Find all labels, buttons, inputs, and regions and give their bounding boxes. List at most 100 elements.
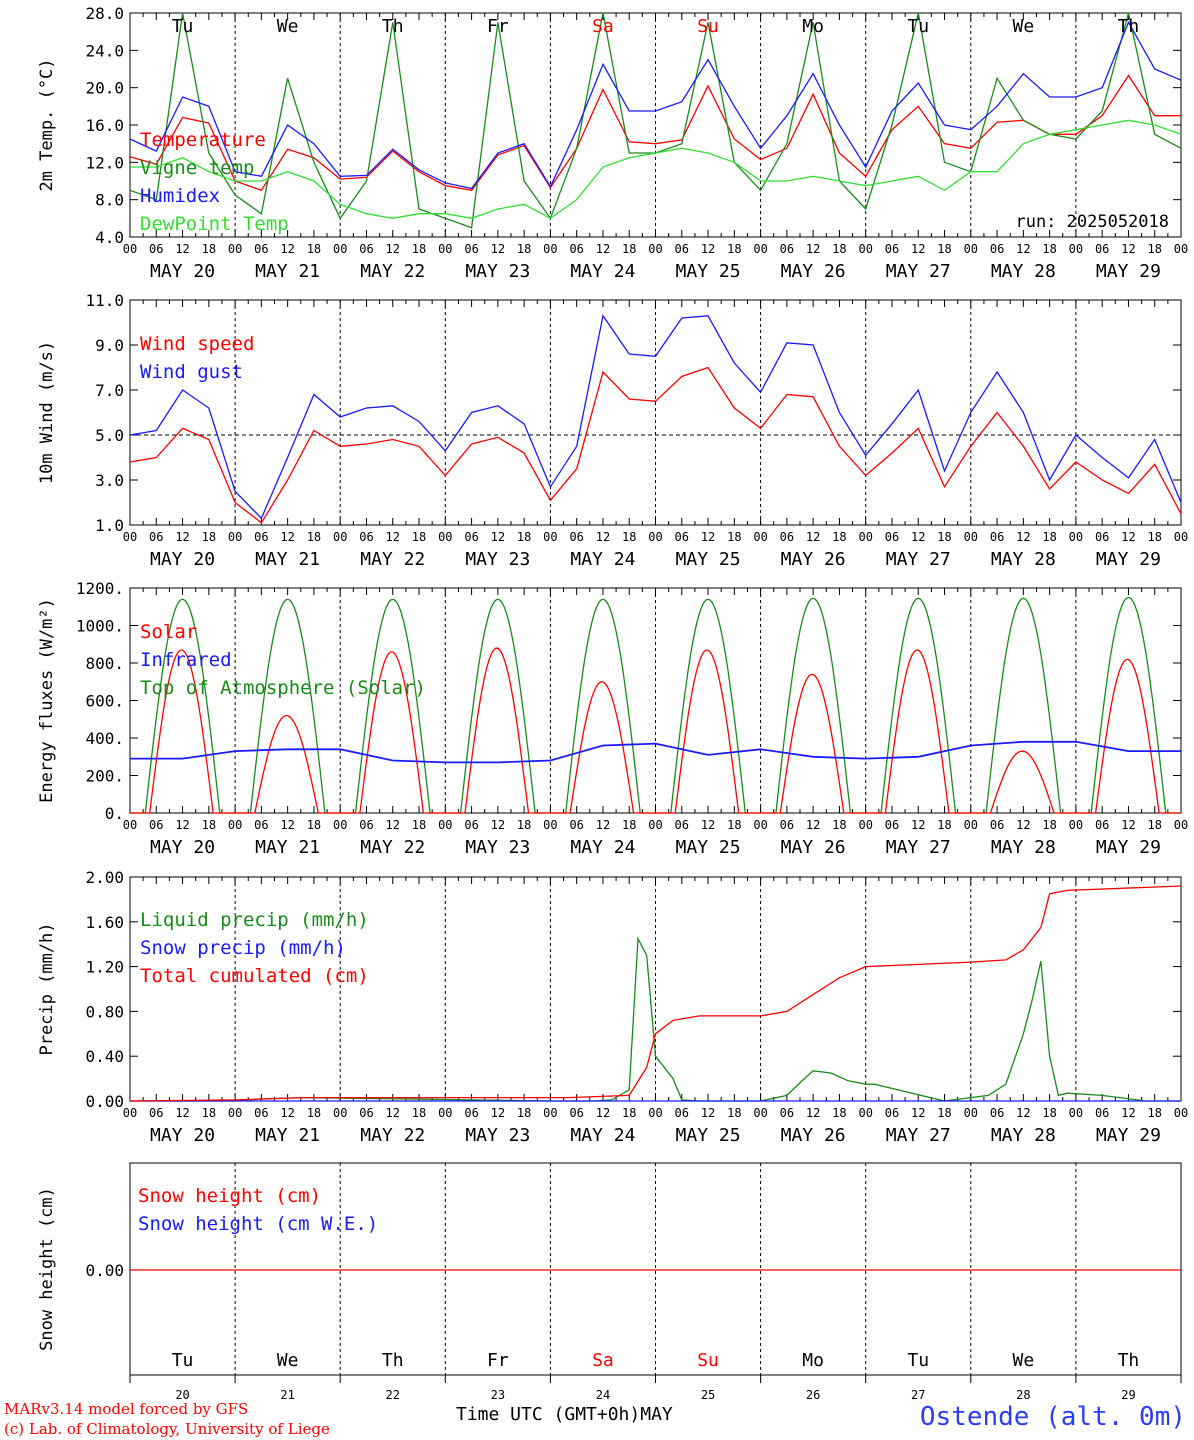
legend-entry: Wind speed (140, 333, 254, 355)
legend-entry: DewPoint Temp (140, 213, 289, 235)
hour-tick-label: 06 (464, 242, 478, 256)
legend-entry: Temperature (140, 129, 266, 151)
hour-tick-label: 12 (1016, 1106, 1030, 1120)
hour-tick-label: 00 (964, 530, 978, 544)
date-label: MAY 29 (1096, 549, 1161, 570)
hour-tick-label: 18 (937, 818, 951, 832)
hour-tick-label: 00 (123, 530, 137, 544)
weekday-label: Th (1118, 16, 1140, 37)
hour-tick-label: 06 (885, 1106, 899, 1120)
hour-tick-label: 18 (412, 818, 426, 832)
hour-tick-label: 18 (307, 1106, 321, 1120)
date-label: MAY 29 (1096, 1125, 1161, 1146)
y-tick-label: 11.0 (85, 291, 124, 310)
hour-tick-label: 00 (753, 242, 767, 256)
series-line-infrared (130, 740, 1181, 764)
model-credit: MARv3.14 model forced by GFS (4, 1400, 249, 1418)
hour-tick-label: 12 (1016, 818, 1030, 832)
hour-tick-label: 18 (202, 818, 216, 832)
y-tick-label: 1.0 (95, 516, 124, 535)
date-label: MAY 26 (781, 549, 846, 570)
hour-tick-label: 00 (648, 530, 662, 544)
hour-tick-label: 06 (780, 818, 794, 832)
hour-tick-label: 06 (569, 818, 583, 832)
hour-tick-label: 12 (701, 530, 715, 544)
date-label: MAY 22 (360, 261, 425, 282)
hour-tick-label: 12 (596, 1106, 610, 1120)
station-name: Ostende (alt. 0m) (919, 1402, 1186, 1432)
hour-tick-label: 00 (1069, 1106, 1083, 1120)
hour-tick-label: 06 (675, 242, 689, 256)
hour-tick-label: 18 (727, 242, 741, 256)
date-label: MAY 26 (781, 1125, 846, 1146)
weekday-label: Tu (172, 1350, 194, 1371)
date-label: MAY 24 (570, 261, 635, 282)
hour-tick-label: 06 (569, 530, 583, 544)
hour-tick-label: 00 (123, 1106, 137, 1120)
series-line-total-cumulated-cm- (129, 885, 1182, 1102)
weekday-label: Tu (907, 16, 929, 37)
hour-tick-label: 06 (149, 530, 163, 544)
hour-tick-label: 06 (149, 242, 163, 256)
hour-tick-label: 00 (1174, 530, 1188, 544)
date-label: MAY 22 (360, 549, 425, 570)
day-number-label: 24 (596, 1388, 610, 1402)
y-axis-label: Precip (mm/h) (37, 922, 57, 1055)
hour-tick-label: 00 (858, 530, 872, 544)
date-label: MAY 26 (781, 261, 846, 282)
hour-tick-label: 18 (307, 530, 321, 544)
weekday-label: Th (382, 1350, 404, 1371)
hour-tick-label: 18 (1042, 818, 1056, 832)
date-label: MAY 28 (991, 1125, 1056, 1146)
hour-tick-label: 18 (307, 242, 321, 256)
date-label: MAY 25 (676, 837, 741, 858)
day-number-label: 22 (386, 1388, 400, 1402)
hour-tick-label: 06 (1095, 818, 1109, 832)
hour-tick-label: 06 (254, 1106, 268, 1120)
hour-tick-label: 00 (964, 818, 978, 832)
hour-tick-label: 18 (832, 242, 846, 256)
hour-tick-label: 06 (464, 530, 478, 544)
y-tick-label: 1.20 (85, 958, 124, 977)
date-label: MAY 24 (570, 1125, 635, 1146)
y-tick-label: 3.0 (95, 471, 124, 490)
hour-tick-label: 06 (464, 818, 478, 832)
y-tick-label: 12.0 (85, 153, 124, 172)
hour-tick-label: 18 (517, 530, 531, 544)
day-number-label: 26 (806, 1388, 820, 1402)
legend-entry: Liquid precip (mm/h) (140, 909, 369, 931)
hour-tick-label: 06 (254, 242, 268, 256)
hour-tick-label: 12 (386, 1106, 400, 1120)
hour-tick-label: 12 (806, 530, 820, 544)
hour-tick-label: 00 (1069, 242, 1083, 256)
hour-tick-label: 00 (964, 242, 978, 256)
hour-tick-label: 18 (202, 242, 216, 256)
day-number-label: 28 (1016, 1388, 1030, 1402)
hour-tick-label: 12 (1121, 242, 1135, 256)
date-label: MAY 23 (465, 261, 530, 282)
date-label: MAY 25 (676, 261, 741, 282)
hour-tick-label: 12 (491, 530, 505, 544)
hour-tick-label: 18 (622, 818, 636, 832)
hour-tick-label: 18 (517, 242, 531, 256)
hour-tick-label: 06 (464, 1106, 478, 1120)
y-tick-label: 400. (85, 729, 124, 748)
weekday-label: Su (697, 1350, 719, 1371)
date-label: MAY 29 (1096, 261, 1161, 282)
weekday-label: Fr (487, 16, 509, 37)
weekday-label: Tu (907, 1350, 929, 1371)
hour-tick-label: 00 (1069, 530, 1083, 544)
hour-tick-label: 12 (911, 530, 925, 544)
hour-tick-label: 12 (806, 242, 820, 256)
date-label: MAY 25 (676, 1125, 741, 1146)
hour-tick-label: 00 (858, 1106, 872, 1120)
legend-entry: Total cumulated (cm) (140, 965, 369, 987)
hour-tick-label: 12 (596, 818, 610, 832)
date-label: MAY 21 (255, 1125, 320, 1146)
y-tick-label: 0.80 (85, 1002, 124, 1021)
hour-tick-label: 06 (149, 1106, 163, 1120)
date-label: MAY 22 (360, 1125, 425, 1146)
hour-tick-label: 00 (333, 1106, 347, 1120)
hour-tick-label: 00 (648, 1106, 662, 1120)
hour-tick-label: 00 (123, 818, 137, 832)
